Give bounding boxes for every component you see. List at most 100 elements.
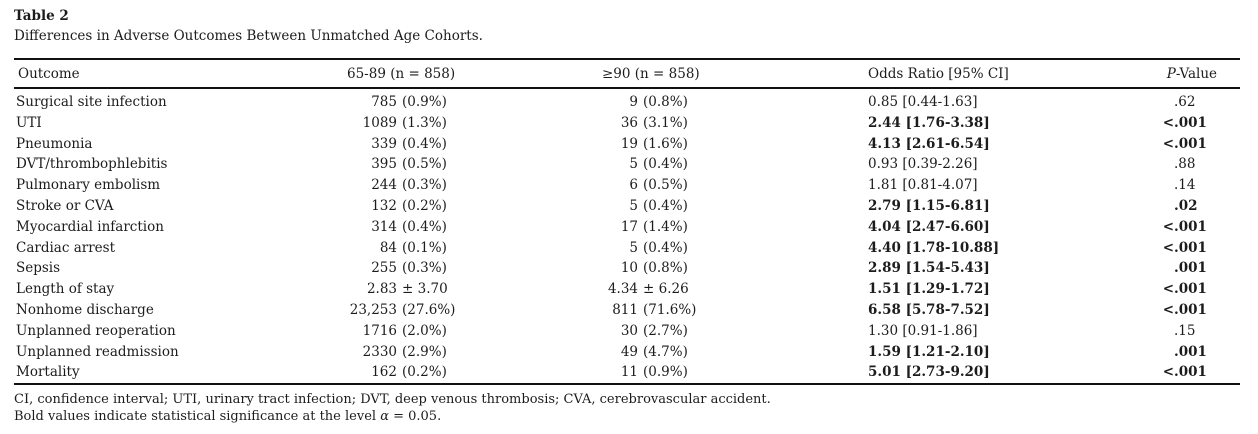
footnote-abbreviations: CI, confidence interval; UTI, urinary tr… [14,392,771,407]
cohort-90-plus-cell: 811 (71.6%) [612,301,697,318]
odds-ratio-cell: 1.59 [1.21-2.10] [868,343,990,360]
cohort-90-plus-cell: 11 (0.9%) [620,364,688,381]
table-row: Cardiac arrest 84 (0.1%) 5 (0.4%) 4.40 [1.… [14,238,1240,259]
table-row: Stroke or CVA 132 (0.2%) 5 (0.4%) 2.79 [1.… [14,196,1240,217]
cohort-65-89-cell: 339 (0.4%) [371,135,447,152]
bottom-rule [14,383,1240,386]
top-rule [14,58,1240,60]
column-header-p-value: P-Value [1144,66,1217,82]
table-header-row: Outcome 65-89 (n = 858) ≥90 (n = 858) Od… [14,60,1240,87]
odds-ratio-cell: 2.44 [1.76-3.38] [868,114,990,131]
odds-ratio-cell: 1.81 [0.81-4.07] [868,177,978,194]
odds-ratio-cell: 4.13 [2.61-6.54] [868,135,990,152]
table-row: Surgical site infection 785 (0.9%) 9 (0.8%… [14,92,1240,113]
cohort-65-89-cell: 84 (0.1%) [379,239,447,256]
cohort-90-plus-cell: 10 (0.8%) [620,260,688,277]
p-value-cell: < .001 [1162,239,1207,256]
table-label: Table 2 [14,8,69,24]
table-row: Pulmonary embolism 244 (0.3%) 6 (0.5%) 1.8… [14,175,1240,196]
cohort-90-plus-cell: 17 (1.4%) [620,218,688,235]
odds-ratio-cell: 6.58 [5.78-7.52] [868,301,990,318]
outcome-cell: Cardiac arrest [16,239,115,256]
table-row: Pneumonia 339 (0.4%) 19 (1.6%) 4.13 [2.61-… [14,134,1240,155]
outcome-cell: Mortality [16,364,80,381]
p-italic: P [1166,66,1176,82]
table-row: Unplanned reoperation 1716 (2.0%) 30 (2.7%… [14,321,1240,342]
header-rule [14,87,1240,89]
outcome-cell: Myocardial infarction [16,218,164,235]
data-table: Outcome 65-89 (n = 858) ≥90 (n = 858) Od… [14,58,1240,386]
outcome-cell: Unplanned reoperation [16,322,176,339]
cohort-65-89-cell: 1716 (2.0%) [362,322,447,339]
table-footnotes: CI, confidence interval; UTI, urinary tr… [14,391,771,425]
column-header-cohort-90-plus: ≥90 (n = 858) [602,66,700,82]
p-value-cell: < .001 [1162,135,1207,152]
cohort-90-plus-cell: 5 (0.4%) [629,156,688,173]
cohort-65-89-cell: 23,253 (27.6%) [349,301,456,318]
outcome-cell: UTI [16,114,42,131]
odds-ratio-cell: 0.93 [0.39-2.26] [868,156,978,173]
cohort-90-plus-cell: 5 (0.4%) [629,197,688,214]
table-row: DVT/thrombophlebitis 395 (0.5%) 5 (0.4%) 0… [14,154,1240,175]
odds-ratio-cell: 2.79 [1.15-6.81] [868,197,990,214]
cohort-65-89-cell: 1089 (1.3%) [362,114,447,131]
outcome-cell: Stroke or CVA [16,197,114,214]
footnote-significance: Bold values indicate statistical signifi… [14,409,442,424]
cohort-65-89-cell: 314 (0.4%) [371,218,447,235]
cohort-65-89-cell: 2.83 ± 3.70 [366,281,448,298]
outcome-cell: Pneumonia [16,135,93,152]
table-body: Surgical site infection 785 (0.9%) 9 (0.8%… [14,89,1240,383]
odds-ratio-cell: 4.04 [2.47-6.60] [868,218,990,235]
odds-ratio-cell: 0.85 [0.44-1.63] [868,94,978,110]
table-caption: Differences in Adverse Outcomes Between … [14,28,483,44]
cohort-90-plus-cell: 30 (2.7%) [620,322,688,339]
odds-ratio-cell: 1.51 [1.29-1.72] [868,281,990,298]
odds-ratio-cell: 4.40 [1.78-10.88] [868,239,1000,256]
table-row: Myocardial infarction 314 (0.4%) 17 (1.4%)… [14,217,1240,238]
outcome-cell: Surgical site infection [16,94,167,110]
p-value-cell: .02 [1174,197,1198,214]
p-value-cell: < .001 [1162,364,1207,381]
cohort-90-plus-cell: 19 (1.6%) [620,135,688,152]
odds-ratio-cell: 5.01 [2.73-9.20] [868,364,990,381]
cohort-65-89-cell: 162 (0.2%) [371,364,447,381]
odds-ratio-cell: 2.89 [1.54-5.43] [868,260,990,277]
p-value-cell: .001 [1174,343,1207,360]
outcome-cell: Pulmonary embolism [16,177,161,194]
table-row: Nonhome discharge 23,253 (27.6%) 811 (71.6… [14,300,1240,321]
cohort-90-plus-cell: 49 (4.7%) [620,343,688,360]
p-value-cell: < .001 [1162,281,1207,298]
column-header-outcome: Outcome [18,66,80,82]
table-row: Mortality 162 (0.2%) 11 (0.9%) 5.01 [2.73-… [14,362,1240,383]
table-row: Unplanned readmission 2330 (2.9%) 49 (4.7%… [14,342,1240,363]
outcome-cell: Sepsis [16,260,61,277]
cohort-90-plus-cell: 36 (3.1%) [620,114,688,131]
p-value-cell: .15 [1174,322,1196,339]
p-value-cell: .88 [1174,156,1196,173]
p-value-cell: < .001 [1162,114,1207,131]
odds-ratio-cell: 1.30 [0.91-1.86] [868,322,978,339]
table-row: Sepsis 255 (0.3%) 10 (0.8%) 2.89 [1.54-5.4… [14,258,1240,279]
outcome-cell: DVT/thrombophlebitis [16,156,168,173]
cohort-65-89-cell: 244 (0.3%) [371,177,447,194]
cohort-65-89-cell: 132 (0.2%) [371,197,447,214]
cohort-65-89-cell: 785 (0.9%) [371,94,447,110]
cohort-90-plus-cell: 6 (0.5%) [629,177,688,194]
p-value-cell: .14 [1174,177,1196,194]
p-value-cell: < .001 [1162,301,1207,318]
cohort-65-89-cell: 255 (0.3%) [371,260,447,277]
outcome-cell: Nonhome discharge [16,301,154,318]
cohort-65-89-cell: 2330 (2.9%) [362,343,447,360]
p-value-cell: < .001 [1162,218,1207,235]
table-row: Length of stay 2.83 ± 3.70 4.34 ± 6.26 1.5… [14,279,1240,300]
cohort-90-plus-cell: 9 (0.8%) [629,94,688,110]
table-row: UTI 1089 (1.3%) 36 (3.1%) 2.44 [1.76-3.38]… [14,113,1240,134]
p-value-cell: .001 [1174,260,1207,277]
p-value-cell: .62 [1174,94,1196,110]
column-header-odds-ratio: Odds Ratio [95% CI] [868,66,1009,82]
cohort-90-plus-cell: 5 (0.4%) [629,239,688,256]
cohort-90-plus-cell: 4.34 ± 6.26 [607,281,689,298]
p-rest: -Value [1175,66,1217,82]
cohort-65-89-cell: 395 (0.5%) [371,156,447,173]
